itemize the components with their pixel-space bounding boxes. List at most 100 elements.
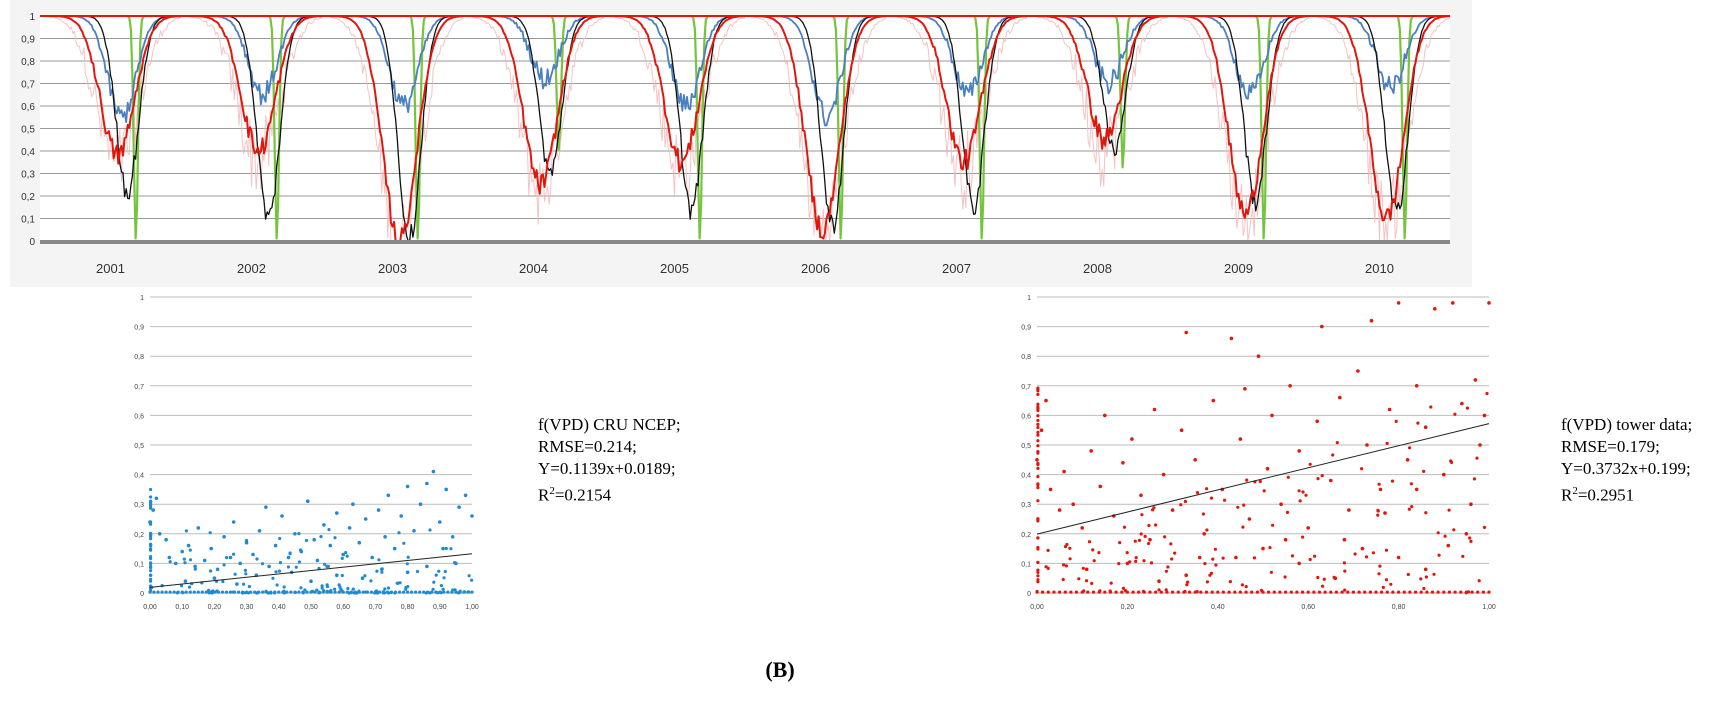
scatter-point-bg (1084, 579, 1089, 583)
scatter-point-baseline (237, 590, 241, 594)
scatter-point-baseline (1188, 590, 1192, 594)
scatter-point (363, 517, 368, 521)
scatter-point-bg (1241, 525, 1245, 529)
scatter-point-bg (1143, 534, 1147, 538)
scatter-point-bg (1394, 419, 1398, 423)
scatter-point (1125, 561, 1130, 566)
scatter-point-bg (1381, 585, 1385, 589)
scatter-point-bg (395, 581, 399, 585)
scatter-point (1234, 555, 1238, 560)
scatter-point-baseline (1227, 590, 1231, 594)
x-tick-label: 2007 (942, 261, 971, 276)
scatter-point (1152, 407, 1157, 412)
scatter-point (351, 502, 355, 506)
scatter-point-bg (1140, 513, 1144, 517)
scatter-point-bg (1240, 583, 1244, 587)
y-tick-label: 0,8 (134, 354, 144, 361)
scatter-point-baseline (430, 590, 434, 594)
cru-r2-prefix: R (538, 485, 550, 505)
scatter-point-baseline (454, 590, 458, 594)
scatter-point-baseline (1091, 590, 1096, 594)
scatter-point-axis (1036, 414, 1040, 418)
scatter-point (193, 564, 197, 569)
scatter-point-bg (1384, 548, 1389, 552)
scatter-point-bg (397, 531, 401, 535)
y-tick-label: 0,2 (1021, 532, 1031, 539)
scatter-point-bg (1134, 556, 1138, 560)
scatter-point-baseline (414, 590, 418, 594)
x-tick-label: 0,20 (1121, 604, 1135, 611)
scatter-point-baseline (1430, 590, 1435, 594)
scatter-point (212, 576, 217, 580)
scatter-point-baseline (345, 590, 349, 594)
scatter-point-baseline (1097, 590, 1101, 594)
scatter-point-axis (149, 495, 153, 499)
scatter-point-bg (1228, 580, 1232, 584)
scatter-point-bg (1308, 462, 1312, 466)
scatter-point (1170, 508, 1175, 512)
scatter-point-axis (149, 531, 153, 535)
tower-stats-r2: R2=0.2951 (1561, 480, 1692, 507)
scatter-point-bg (1316, 575, 1320, 580)
scatter-point-bg (1139, 532, 1143, 536)
scatter-point (328, 543, 333, 548)
scatter-point (1482, 413, 1487, 418)
scatter-point-baseline (1125, 590, 1129, 594)
scatter-point-bg (1173, 551, 1177, 555)
scatter-point (257, 529, 262, 533)
scatter-point-bg (1422, 469, 1426, 473)
scatter-point-baseline (1035, 590, 1039, 594)
scatter-point-baseline (434, 590, 438, 594)
scatter-point (1139, 493, 1143, 498)
scatter-point (315, 558, 320, 563)
scatter-point-baseline (1086, 590, 1090, 594)
scatter-point (231, 520, 236, 524)
scatter-point-baseline (1041, 590, 1045, 594)
scatter-point-baseline (257, 590, 261, 594)
scatter-point (154, 496, 159, 501)
scatter-point (1414, 487, 1419, 492)
scatter-point-bg (1377, 572, 1381, 576)
x-tick-label: 2009 (1224, 261, 1253, 276)
scatter-point-bg (225, 556, 229, 560)
tower-stats-annotation: f(VPD) tower data; RMSE=0.179; Y=0.3732x… (1561, 414, 1692, 507)
scatter-point-bg (260, 562, 265, 566)
scatter-point-baseline (1357, 590, 1361, 594)
scatter-point-baseline (361, 590, 365, 594)
cru-r2-sup: 2 (549, 485, 555, 497)
scatter-point-bg (340, 573, 344, 578)
scatter-point-baseline (253, 590, 257, 594)
scatter-point-bg (1166, 565, 1170, 569)
scatter-point-bg (1157, 588, 1161, 592)
scatter-point (347, 526, 352, 530)
scatter-point-bg (187, 585, 192, 589)
scatter-point-baseline (1069, 590, 1073, 594)
scatter-point (244, 540, 249, 545)
scatter-point (306, 499, 310, 503)
scatter-point-axis (149, 565, 153, 570)
scatter-point-bg (1285, 510, 1290, 514)
scatter-point-bg (1201, 512, 1205, 516)
scatter-point-bg (1242, 503, 1246, 507)
y-tick-label: 0 (29, 237, 35, 248)
scatter-point-bg (1419, 577, 1423, 581)
scatter-point-bg (1331, 453, 1335, 457)
scatter-point-baseline (1442, 590, 1446, 594)
scatter-point-baseline (317, 590, 321, 594)
scatter-point-baseline (329, 590, 333, 594)
scatter-point (1288, 384, 1292, 388)
scatter-point-baseline (180, 590, 184, 594)
scatter-point-baseline (184, 590, 188, 594)
scatter-point-baseline (1419, 590, 1423, 594)
scatter-point-axis (1036, 422, 1040, 426)
scatter-point-baseline (1312, 590, 1316, 594)
scatter-point-bg (1376, 513, 1380, 517)
scatter-point-baseline (204, 590, 208, 594)
scatter-point-bg (1432, 572, 1436, 576)
scatter-point-bg (1283, 575, 1287, 579)
scatter-point-bg (277, 569, 282, 573)
y-tick-label: 0 (140, 591, 144, 598)
series-line-faint_red-2001 (40, 15, 182, 182)
scatter-point-bg (1142, 559, 1146, 563)
scatter-point (1396, 555, 1401, 560)
